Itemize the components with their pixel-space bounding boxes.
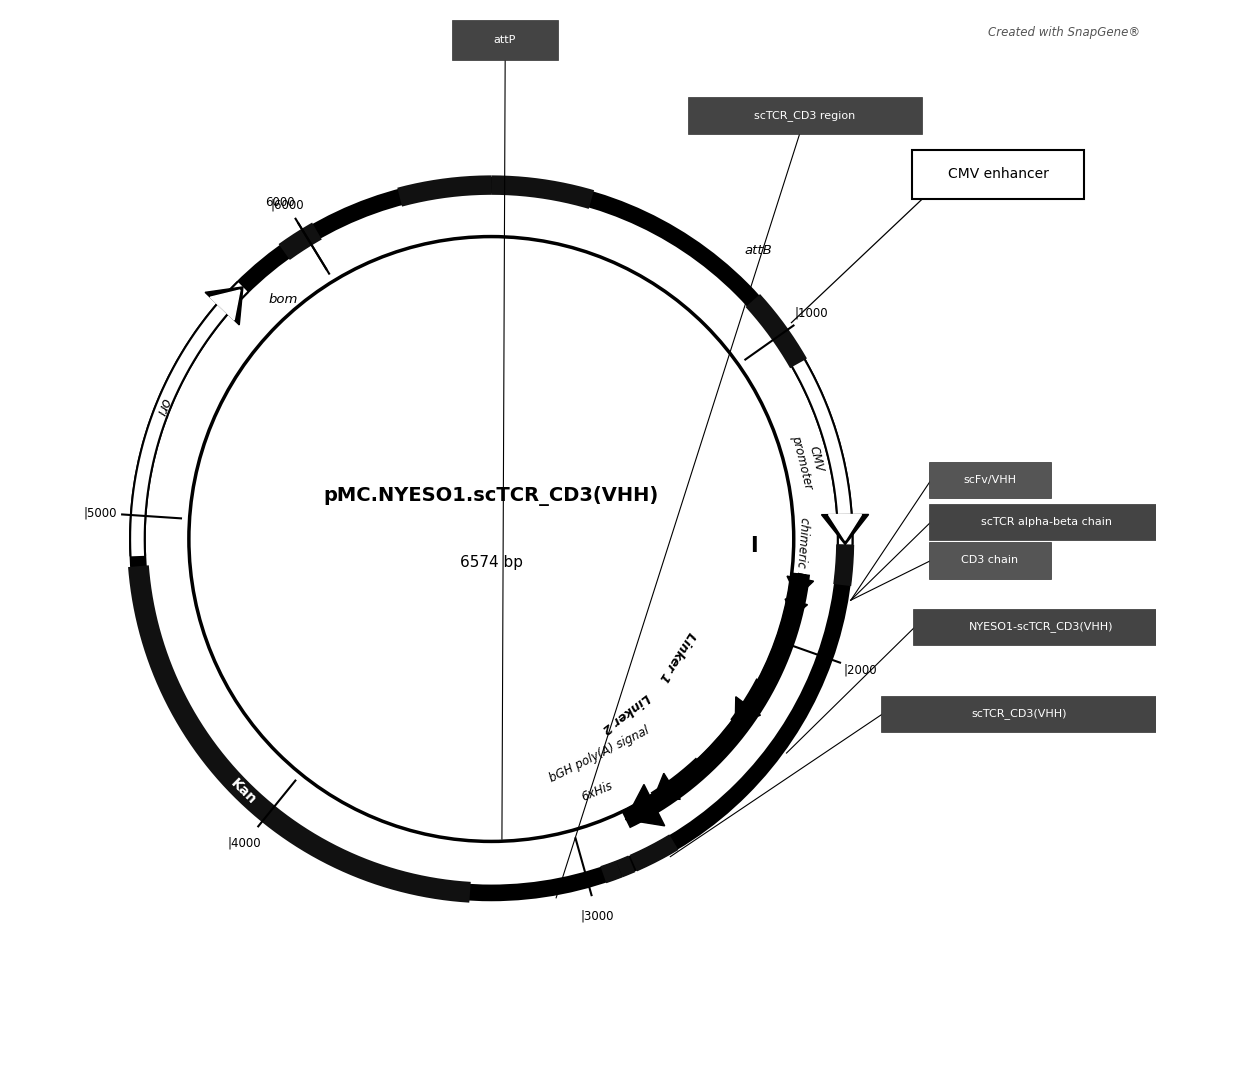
- Text: |4000: |4000: [228, 837, 262, 849]
- Text: 6574 bp: 6574 bp: [460, 555, 523, 570]
- Text: Linker 1: Linker 1: [656, 630, 698, 685]
- Polygon shape: [625, 785, 665, 826]
- Text: |1000: |1000: [794, 306, 828, 320]
- FancyBboxPatch shape: [687, 97, 923, 134]
- Polygon shape: [653, 773, 681, 800]
- Polygon shape: [828, 514, 862, 540]
- Text: CMV enhancer: CMV enhancer: [947, 167, 1049, 181]
- Text: CD3 chain: CD3 chain: [961, 555, 1018, 566]
- Text: bGH poly(A) signal: bGH poly(A) signal: [548, 724, 652, 785]
- Text: scFv/VHH: scFv/VHH: [963, 475, 1017, 485]
- FancyBboxPatch shape: [929, 542, 1052, 579]
- Text: 6xHis: 6xHis: [580, 778, 615, 803]
- Text: |3000: |3000: [580, 910, 614, 923]
- Text: Created with SnapGene®: Created with SnapGene®: [988, 26, 1140, 40]
- Text: CMV
promoter: CMV promoter: [789, 430, 830, 490]
- Text: scTCR_CD3 region: scTCR_CD3 region: [754, 110, 856, 121]
- FancyBboxPatch shape: [880, 695, 1158, 732]
- Polygon shape: [211, 290, 241, 320]
- Text: chimeric Intron: chimeric Intron: [791, 516, 811, 607]
- Polygon shape: [205, 287, 243, 324]
- Text: I: I: [750, 536, 758, 555]
- Text: |2000: |2000: [843, 663, 877, 676]
- Text: Linker 2: Linker 2: [599, 691, 652, 735]
- Text: bom: bom: [269, 293, 298, 306]
- FancyBboxPatch shape: [451, 20, 558, 60]
- Text: Kan: Kan: [227, 776, 259, 807]
- Text: NYESO1-scTCR_CD3(VHH): NYESO1-scTCR_CD3(VHH): [968, 622, 1114, 633]
- Text: pMC.NYESO1.scTCR_CD3(VHH): pMC.NYESO1.scTCR_CD3(VHH): [324, 486, 658, 506]
- Text: attB: attB: [744, 244, 773, 257]
- Text: scTCR alpha-beta chain: scTCR alpha-beta chain: [981, 516, 1112, 527]
- Polygon shape: [787, 576, 813, 597]
- Polygon shape: [785, 599, 807, 618]
- Text: scTCR_CD3(VHH): scTCR_CD3(VHH): [972, 708, 1068, 719]
- Text: |6000: |6000: [270, 198, 304, 211]
- Text: attP: attP: [494, 36, 516, 45]
- FancyBboxPatch shape: [929, 503, 1163, 540]
- FancyBboxPatch shape: [911, 150, 1084, 199]
- FancyBboxPatch shape: [929, 461, 1052, 498]
- Polygon shape: [821, 514, 869, 544]
- Text: |5000: |5000: [84, 507, 118, 520]
- Text: ori: ori: [153, 396, 172, 418]
- FancyBboxPatch shape: [913, 609, 1169, 645]
- Polygon shape: [735, 696, 760, 723]
- Text: 6000: 6000: [265, 196, 295, 209]
